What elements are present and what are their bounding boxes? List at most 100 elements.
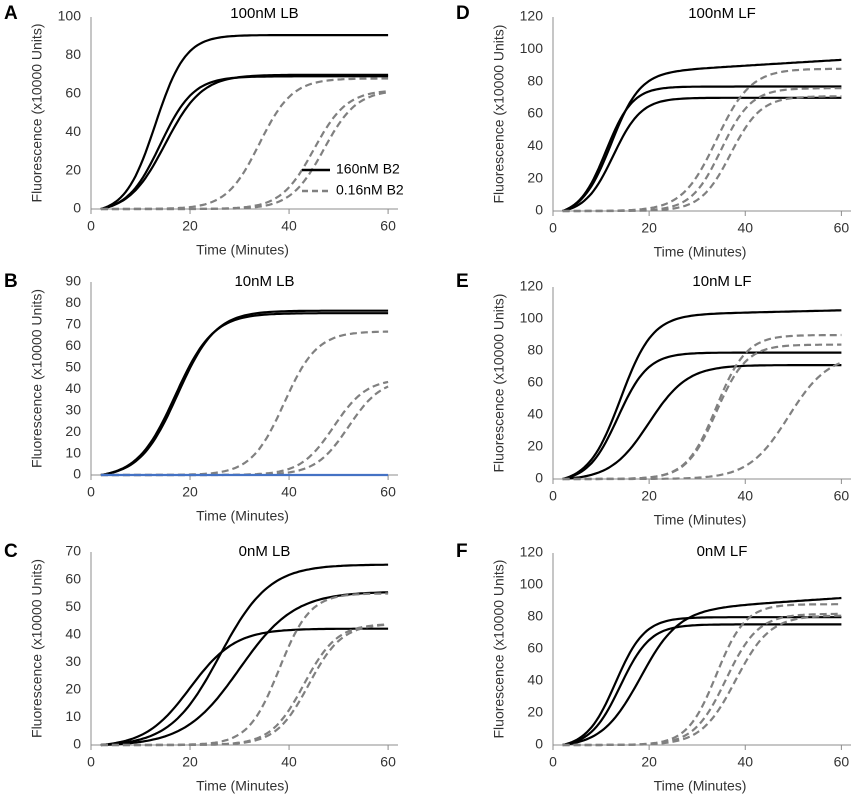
- series-line-dashed: [100, 385, 389, 477]
- x-axis-title: Time (Minutes): [654, 512, 747, 528]
- series-line-solid: [562, 96, 842, 213]
- y-tick-label: 60: [527, 105, 543, 121]
- series-line-solid: [562, 616, 842, 747]
- x-tick-label: 60: [380, 754, 396, 770]
- y-tick-label: 30: [65, 401, 81, 417]
- y-tick-label: 120: [520, 278, 544, 294]
- series-line-dashed: [562, 95, 842, 213]
- x-tick-label: 20: [182, 484, 198, 500]
- y-tick-label: 100: [520, 576, 544, 592]
- panel-letter: D: [456, 3, 470, 24]
- series-line-dashed: [562, 333, 842, 481]
- series-line-dashed: [100, 623, 389, 747]
- y-tick-label: 80: [65, 46, 81, 62]
- x-axis-title: Time (Minutes): [196, 778, 289, 794]
- series-line-dashed: [562, 67, 842, 213]
- x-axis-title: Time (Minutes): [654, 778, 747, 794]
- series-line-solid: [562, 351, 842, 481]
- x-tick-label: 40: [737, 754, 753, 770]
- y-tick-label: 60: [65, 570, 81, 586]
- x-tick-label: 20: [182, 218, 198, 234]
- y-axis-title: Fluorescence (x10000 Units): [29, 289, 45, 468]
- x-tick-label: 40: [737, 220, 753, 236]
- series-line-solid: [100, 309, 389, 477]
- chart-panel-a: A 100nM LB 0 20 40 60 80 100 0 20 40 60 Time (Minute…: [4, 3, 404, 258]
- panel-letter: B: [4, 271, 18, 292]
- y-tick-label: 90: [65, 273, 81, 289]
- y-tick-label: 50: [65, 598, 81, 614]
- x-tick-label: 60: [834, 754, 850, 770]
- series-line-dashed: [562, 612, 842, 747]
- y-tick-label: 80: [527, 342, 543, 358]
- x-axis-title: Time (Minutes): [196, 508, 289, 524]
- y-tick-label: 0: [73, 736, 81, 752]
- chart-title: 10nM LB: [234, 273, 294, 290]
- y-tick-label: 0: [73, 466, 81, 482]
- y-tick-label: 100: [520, 40, 544, 56]
- legend: 160nM B2 0.16nM B2: [302, 161, 404, 198]
- series-line-solid: [100, 312, 389, 477]
- x-tick-label: 60: [380, 218, 396, 234]
- y-axis-title: Fluorescence (x10000 Units): [491, 560, 507, 739]
- x-tick-label: 20: [641, 488, 657, 504]
- y-tick-label: 70: [65, 543, 81, 559]
- x-tick-label: 20: [641, 754, 657, 770]
- chart-panel-d: D 100nM LF 0 20 40 60 80 100 120 0 20 40 60 Time (Min…: [456, 3, 851, 260]
- series-line-dashed: [562, 614, 842, 747]
- legend-dashed-label: 0.16nM B2: [336, 182, 404, 198]
- chart-panel-b: B 10nM LB 0 10 20 30 40 50 60 70 80 90 0 20 40 60 Time (…: [4, 271, 398, 524]
- y-tick-label: 70: [65, 316, 81, 332]
- x-axis-title: Time (Minutes): [654, 244, 747, 260]
- y-axis-title: Fluorescence (x10000 Units): [491, 294, 507, 473]
- series-line-dashed: [100, 592, 389, 747]
- legend-solid-label: 160nM B2: [336, 161, 400, 177]
- x-tick-label: 0: [549, 488, 557, 504]
- y-tick-label: 40: [65, 380, 81, 396]
- y-tick-label: 120: [520, 544, 544, 560]
- x-tick-label: 20: [641, 220, 657, 236]
- chart-panel-c: C 0nM LB 0 10 20 30 40 50 60 70 0 20 40 60 Time (Minut…: [4, 541, 398, 794]
- y-tick-label: 0: [73, 200, 81, 216]
- series-line-solid: [562, 364, 842, 481]
- x-tick-label: 0: [87, 484, 95, 500]
- panel-letter: C: [4, 541, 18, 562]
- y-tick-label: 60: [65, 337, 81, 353]
- series-line-solid: [100, 591, 389, 747]
- series-line-solid: [100, 34, 389, 211]
- y-tick-label: 40: [527, 406, 543, 422]
- y-tick-label: 100: [58, 8, 82, 24]
- y-tick-label: 20: [527, 438, 543, 454]
- y-tick-label: 60: [527, 640, 543, 656]
- x-tick-label: 40: [281, 754, 297, 770]
- series-line-solid: [562, 623, 842, 747]
- x-tick-label: 20: [182, 754, 198, 770]
- x-tick-label: 0: [549, 754, 557, 770]
- x-tick-label: 0: [87, 754, 95, 770]
- y-tick-label: 80: [65, 294, 81, 310]
- chart-panel-f: F 0nM LF 0 20 40 60 80 100 120 0 20 40 60 Time (Minut…: [456, 541, 851, 794]
- panel-letter: E: [456, 271, 469, 292]
- x-tick-label: 40: [281, 218, 297, 234]
- x-tick-label: 0: [87, 218, 95, 234]
- chart-title: 100nM LB: [230, 5, 298, 22]
- x-tick-label: 60: [834, 488, 850, 504]
- y-tick-label: 40: [65, 625, 81, 641]
- x-tick-label: 40: [281, 484, 297, 500]
- y-tick-label: 80: [527, 608, 543, 624]
- x-tick-label: 60: [834, 220, 850, 236]
- y-tick-label: 40: [65, 123, 81, 139]
- x-tick-label: 40: [737, 488, 753, 504]
- series-line-solid: [100, 563, 389, 747]
- y-tick-label: 40: [527, 672, 543, 688]
- y-tick-label: 10: [65, 708, 81, 724]
- y-axis-title: Fluorescence (x10000 Units): [491, 25, 507, 204]
- y-tick-label: 20: [65, 681, 81, 697]
- y-tick-label: 0: [535, 202, 543, 218]
- y-tick-label: 80: [527, 72, 543, 88]
- y-tick-label: 10: [65, 444, 81, 460]
- series-line-solid: [562, 596, 842, 747]
- series-line-solid: [100, 73, 389, 211]
- series-line-solid: [562, 309, 842, 481]
- y-axis-title: Fluorescence (x10000 Units): [29, 24, 45, 203]
